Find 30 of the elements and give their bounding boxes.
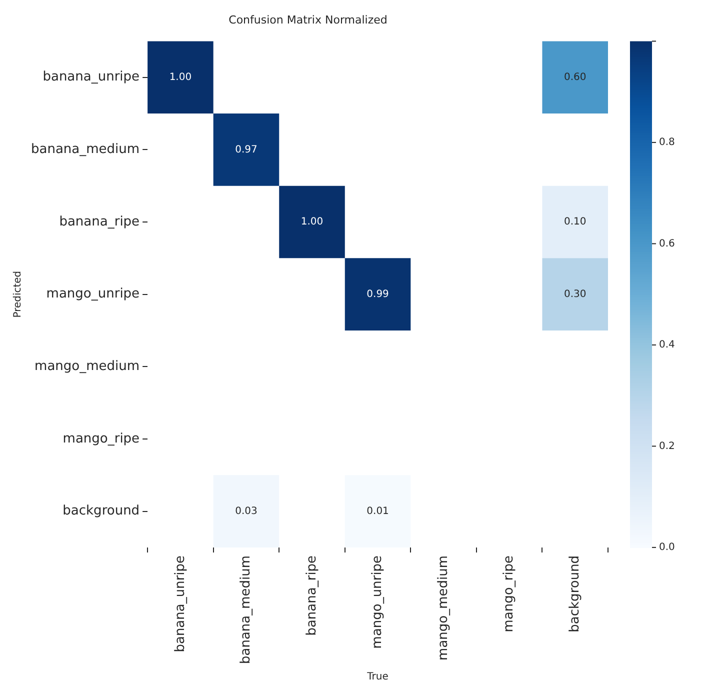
x-axis-title: True <box>366 672 388 683</box>
x-tick-label: mango_medium <box>436 555 451 660</box>
data-label: 0.03 <box>235 506 258 517</box>
data-label: 0.10 <box>564 216 586 228</box>
color-bar-label: 0.2 <box>659 440 675 452</box>
color-bar-label: 0.4 <box>659 340 675 351</box>
x-tick-label: background <box>567 555 582 632</box>
x-tick-label: banana_ripe <box>304 555 320 636</box>
data-label: 0.99 <box>366 288 389 300</box>
x-tick-label: banana_medium <box>238 555 254 664</box>
y-tick-label: banana_unripe <box>42 70 140 85</box>
data-label: 0.97 <box>235 144 258 156</box>
chart-title: Confusion Matrix Normalized <box>228 13 388 26</box>
y-tick-label: mango_medium <box>34 359 140 374</box>
color-bar-label: 0.6 <box>659 238 675 250</box>
data-label: 0.30 <box>564 288 586 300</box>
x-tick-label: mango_unripe <box>370 555 386 649</box>
y-tick-label: banana_medium <box>30 142 140 158</box>
y-tick-label: background <box>62 504 140 519</box>
x-tick-label: mango_ripe <box>502 555 517 632</box>
color-bar-label: 0.0 <box>659 542 675 554</box>
y-tick-label: mango_ripe <box>62 431 140 446</box>
data-label: 0.60 <box>564 72 586 83</box>
y-tick-label: banana_ripe <box>59 214 140 230</box>
y-tick-label: mango_unripe <box>46 286 140 302</box>
y-axis-title: Predicted <box>12 270 24 318</box>
data-label: 1.00 <box>300 216 324 228</box>
color-bar-label: 0.8 <box>659 137 675 148</box>
data-label: 0.01 <box>366 506 389 517</box>
data-label: 1.00 <box>169 72 192 83</box>
